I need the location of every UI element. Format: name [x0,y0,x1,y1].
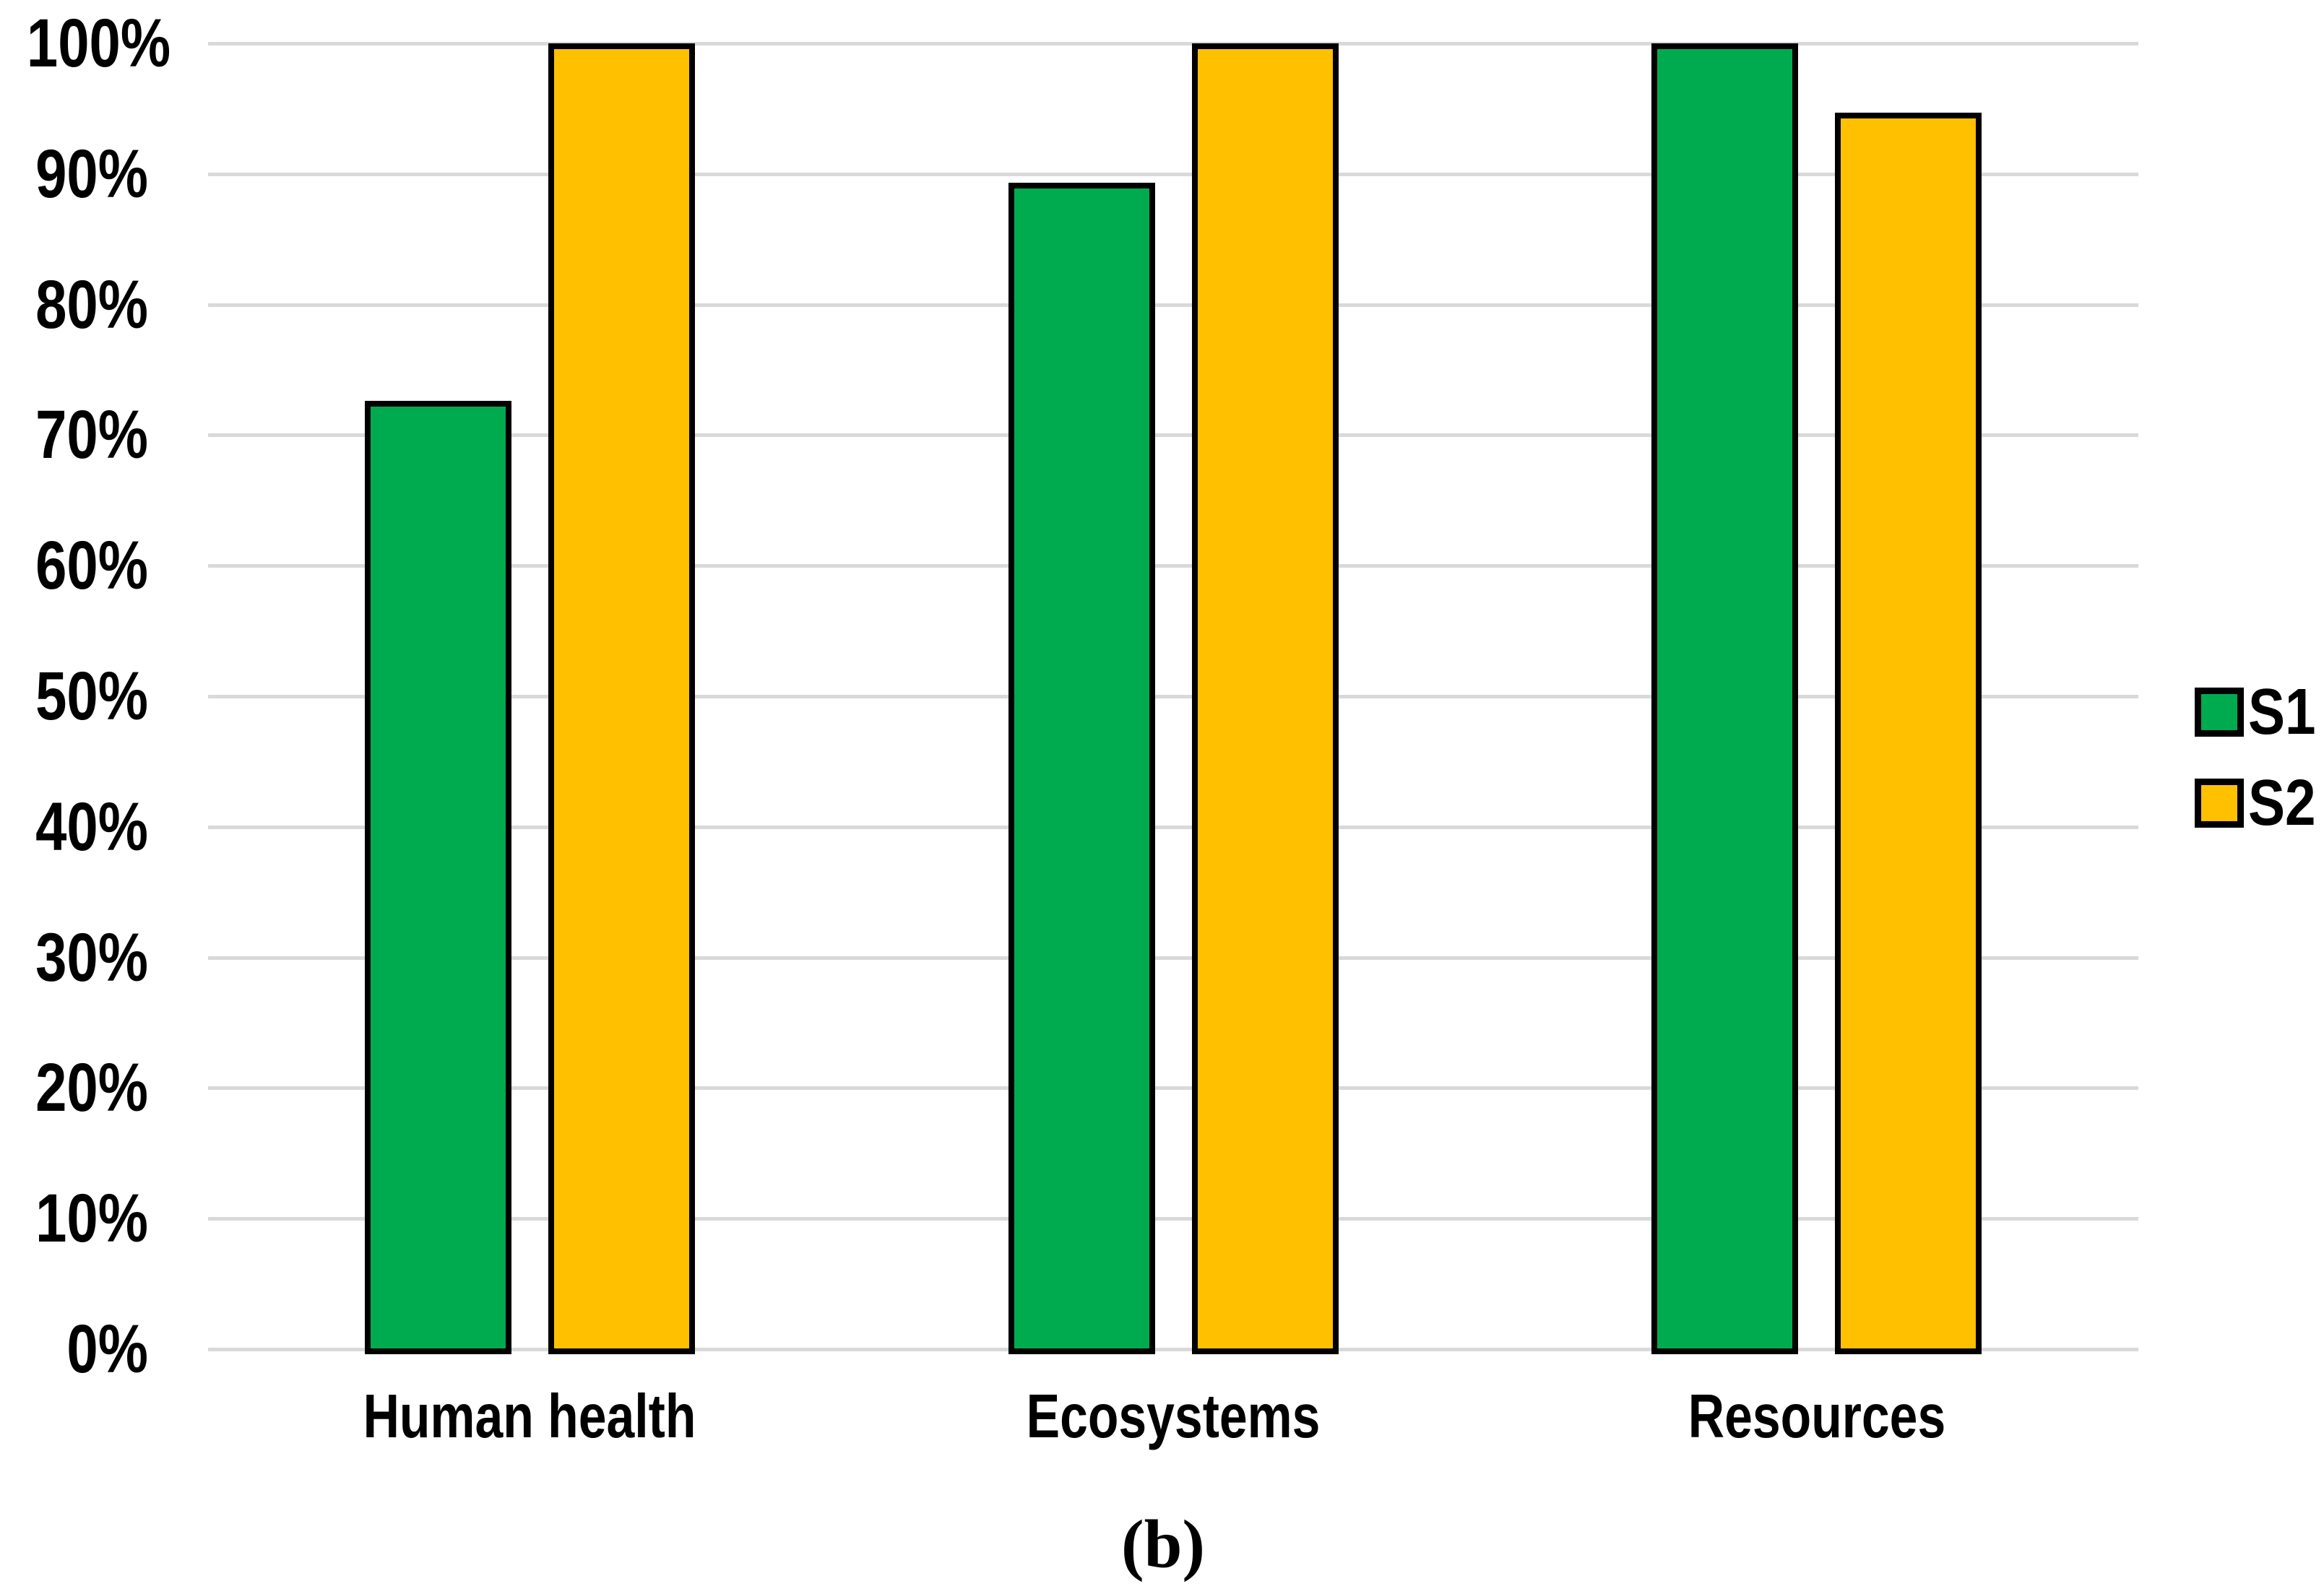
bar-S2-resources [1835,112,1982,1354]
y-axis-tick-label: 10% [35,1180,148,1257]
gridline-100% [208,42,2138,46]
y-axis-tick-label: 20% [35,1049,148,1127]
gridline-70% [208,433,2138,438]
gridline-80% [208,303,2138,307]
legend-label-S2: S2 [2248,767,2316,839]
gridline-0% [208,1348,2138,1351]
gridline-90% [208,172,2138,176]
y-axis-tick-label: 40% [35,788,148,865]
gridline-40% [208,825,2138,829]
legend-swatch-S2 [2195,779,2244,828]
gridline-20% [208,1086,2138,1091]
category-label-ecosystems: Ecosystems [1026,1382,1321,1451]
legend-label-S1: S1 [2248,676,2316,748]
category-label-human-health: Human health [363,1382,696,1451]
gridline-60% [208,564,2138,568]
gridline-50% [208,695,2138,698]
bar-S1-human-health [364,401,511,1354]
bar-S1-resources [1651,43,1799,1354]
y-axis-tick-label: 50% [35,658,148,735]
y-axis-tick-label: 90% [35,135,148,212]
bar-S2-ecosystems [1191,43,1339,1354]
y-axis-tick-label: 100% [26,5,171,82]
bar-S2-human-health [548,43,695,1354]
bar-S1-ecosystems [1008,183,1155,1354]
y-axis-tick-label: 70% [35,397,148,474]
plot-area [208,42,2138,1354]
chart-caption: (b) [1120,1506,1206,1582]
y-axis-tick-label: 80% [35,266,148,343]
gridline-10% [208,1217,2138,1221]
legend-swatch-S1 [2195,688,2244,737]
category-label-resources: Resources [1688,1382,1945,1451]
y-axis-tick-label: 0% [66,1311,148,1387]
y-axis-tick-label: 30% [35,919,148,996]
y-axis-tick-label: 60% [35,527,148,605]
gridline-30% [208,956,2138,960]
